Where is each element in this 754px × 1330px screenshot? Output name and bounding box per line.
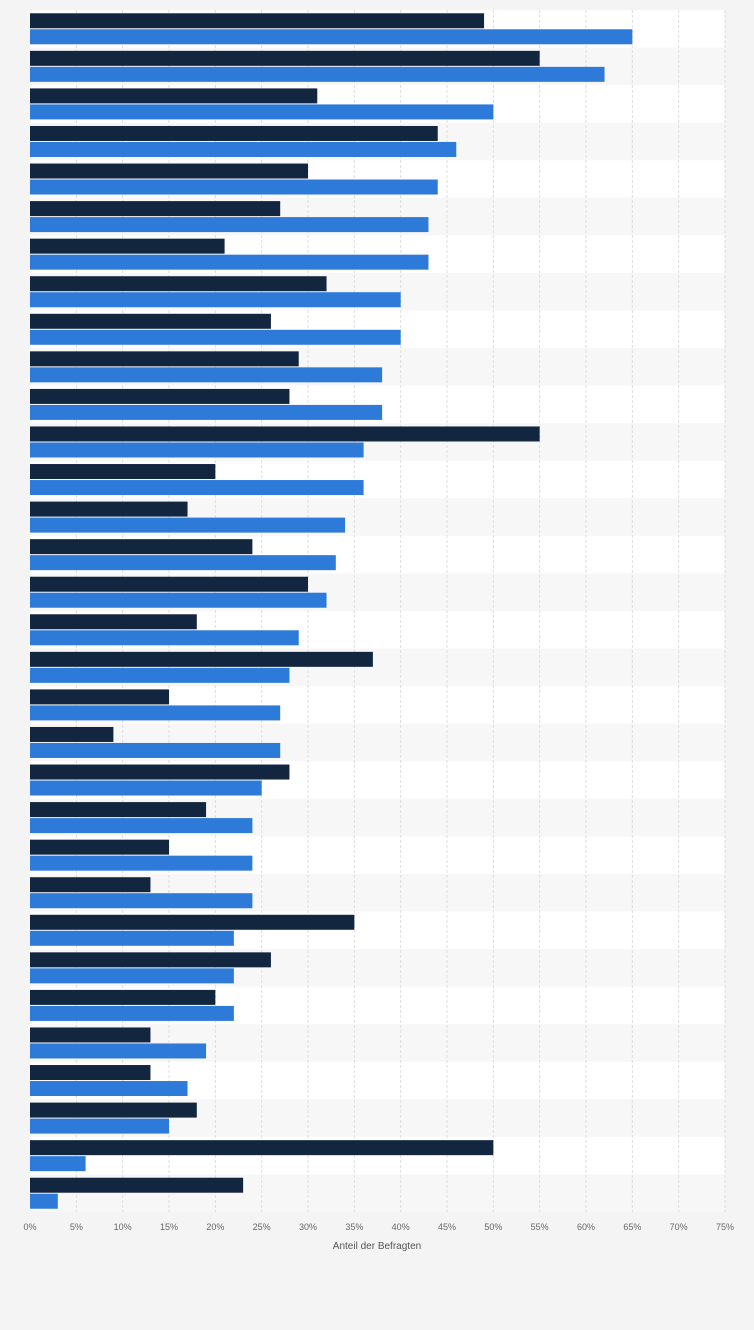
x-tick-label: 30% bbox=[299, 1222, 317, 1232]
bar-series-2 bbox=[30, 104, 494, 120]
x-axis-title: Anteil der Befragten bbox=[333, 1241, 421, 1252]
bar-series-1 bbox=[30, 839, 169, 855]
bar-series-1 bbox=[30, 351, 299, 367]
bar-series-1 bbox=[30, 1102, 197, 1118]
x-tick-label: 5% bbox=[70, 1222, 83, 1232]
bar-series-2 bbox=[30, 217, 429, 233]
bar-series-1 bbox=[30, 388, 290, 404]
x-tick-label: 75% bbox=[716, 1222, 734, 1232]
bar-series-2 bbox=[30, 855, 253, 871]
bar-series-1 bbox=[30, 1140, 494, 1156]
x-tick-label: 60% bbox=[577, 1222, 595, 1232]
bar-series-2 bbox=[30, 1005, 234, 1021]
bar-series-2 bbox=[30, 367, 383, 383]
bar-series-1 bbox=[30, 689, 169, 705]
bar-series-2 bbox=[30, 442, 364, 458]
bar-series-2 bbox=[30, 141, 457, 157]
x-tick-label: 0% bbox=[23, 1222, 36, 1232]
bar-series-1 bbox=[30, 313, 271, 329]
x-tick-label: 25% bbox=[253, 1222, 271, 1232]
bar-series-2 bbox=[30, 630, 299, 646]
x-tick-label: 45% bbox=[438, 1222, 456, 1232]
bar-series-1 bbox=[30, 88, 318, 104]
bar-series-2 bbox=[30, 254, 429, 270]
bar-series-1 bbox=[30, 614, 197, 630]
bar-series-1 bbox=[30, 13, 485, 29]
bar-series-1 bbox=[30, 1065, 151, 1081]
bar-series-1 bbox=[30, 726, 114, 742]
bar-series-2 bbox=[30, 1081, 188, 1097]
bar-series-2 bbox=[30, 705, 281, 721]
bar-series-2 bbox=[30, 517, 346, 533]
bar-series-2 bbox=[30, 329, 401, 345]
bars bbox=[30, 13, 633, 1209]
bar-series-1 bbox=[30, 989, 216, 1005]
bar-series-2 bbox=[30, 1118, 169, 1134]
bar-series-2 bbox=[30, 930, 234, 946]
x-tick-label: 20% bbox=[206, 1222, 224, 1232]
bar-series-2 bbox=[30, 1156, 86, 1172]
bar-series-1 bbox=[30, 163, 308, 179]
x-tick-label: 50% bbox=[484, 1222, 502, 1232]
bar-series-1 bbox=[30, 125, 438, 141]
bar-series-2 bbox=[30, 742, 281, 758]
bar-series-2 bbox=[30, 404, 383, 420]
bar-series-2 bbox=[30, 818, 253, 834]
bar-series-1 bbox=[30, 1177, 244, 1193]
bar-series-1 bbox=[30, 1027, 151, 1043]
bar-series-1 bbox=[30, 877, 151, 893]
bar-series-1 bbox=[30, 276, 327, 292]
x-tick-label: 35% bbox=[345, 1222, 363, 1232]
x-tick-label: 65% bbox=[623, 1222, 641, 1232]
bar-series-1 bbox=[30, 50, 540, 66]
bar-series-2 bbox=[30, 1043, 207, 1059]
bar-series-2 bbox=[30, 893, 253, 909]
bar-series-2 bbox=[30, 667, 290, 683]
bar-series-2 bbox=[30, 480, 364, 496]
bar-series-1 bbox=[30, 464, 216, 480]
x-tick-label: 55% bbox=[531, 1222, 549, 1232]
bar-series-1 bbox=[30, 651, 373, 667]
bar-series-1 bbox=[30, 576, 308, 592]
x-tick-label: 70% bbox=[670, 1222, 688, 1232]
x-axis-ticks: 0% 5% 10% 15% 20% 25% 30% 35% 40% 45% 50% 55% 60% 65%… bbox=[23, 1222, 734, 1232]
bar-series-1 bbox=[30, 238, 225, 254]
bar-series-2 bbox=[30, 592, 327, 608]
bar-series-1 bbox=[30, 802, 207, 818]
bar-series-2 bbox=[30, 1193, 58, 1209]
bar-series-2 bbox=[30, 555, 336, 571]
x-tick-label: 40% bbox=[392, 1222, 410, 1232]
bar-series-2 bbox=[30, 968, 234, 984]
bar-series-2 bbox=[30, 29, 633, 45]
bar-series-2 bbox=[30, 179, 438, 195]
bar-series-1 bbox=[30, 539, 253, 555]
bar-series-1 bbox=[30, 201, 281, 217]
bar-series-2 bbox=[30, 66, 605, 82]
bar-series-1 bbox=[30, 501, 188, 517]
bar-series-1 bbox=[30, 914, 355, 930]
x-tick-label: 10% bbox=[114, 1222, 132, 1232]
bar-series-1 bbox=[30, 764, 290, 780]
bar-series-2 bbox=[30, 780, 262, 796]
bar-series-1 bbox=[30, 426, 540, 442]
x-tick-label: 15% bbox=[160, 1222, 178, 1232]
bar-series-2 bbox=[30, 292, 401, 308]
bar-series-1 bbox=[30, 952, 271, 968]
